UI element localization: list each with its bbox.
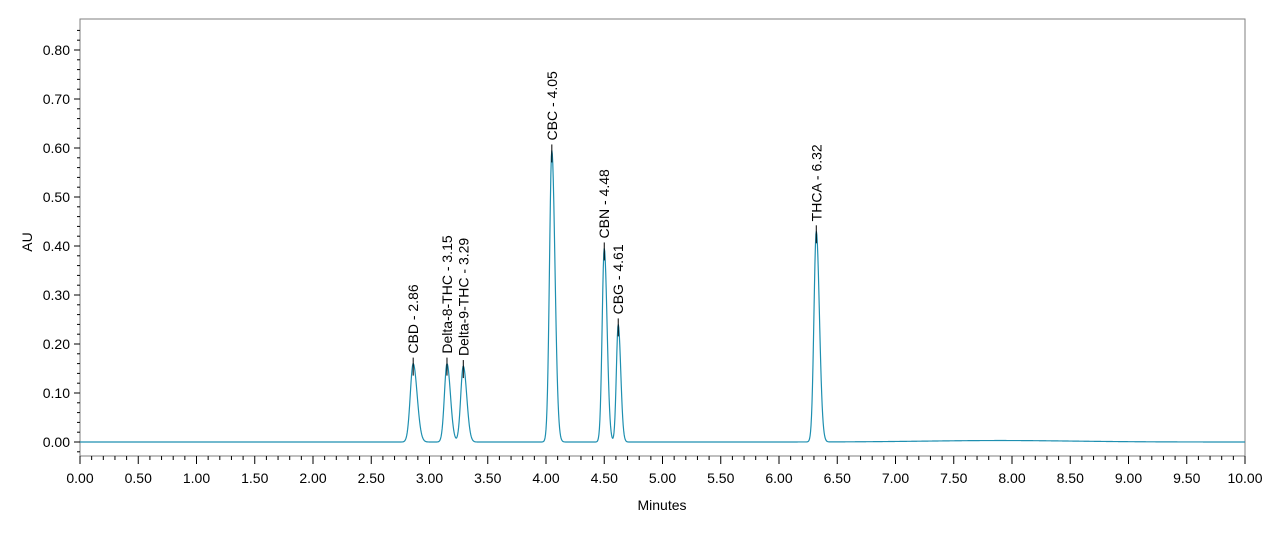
x-tick-label: 0.00: [66, 470, 93, 486]
x-axis: 0.00 0.50 1.00 1.50 2.00 2.50 3.00 3.50 4.00 4.50…: [66, 456, 1263, 486]
peak-label: CBC - 4.05: [544, 71, 560, 140]
y-tick-label: 0.50: [43, 189, 70, 205]
y-tick-label: 0.70: [43, 91, 70, 107]
chromatogram-trace: [80, 150, 1245, 443]
x-tick-label: 1.50: [241, 470, 268, 486]
x-tick-label: 8.00: [998, 470, 1025, 486]
peak-label: Delta-8-THC - 3.15: [439, 235, 455, 353]
x-tick-label: 9.00: [1115, 470, 1142, 486]
x-tick-label: 6.50: [824, 470, 851, 486]
x-tick-label: 1.00: [183, 470, 210, 486]
x-tick-label: 9.50: [1173, 470, 1200, 486]
x-axis-title: Minutes: [637, 497, 686, 513]
x-tick-label: 10.00: [1227, 470, 1262, 486]
x-tick-label: 4.00: [532, 470, 559, 486]
y-tick-label: 0.30: [43, 287, 70, 303]
x-tick-label: 7.50: [940, 470, 967, 486]
x-tick-label: 4.50: [591, 470, 618, 486]
peak-label: Delta-9-THC - 3.29: [455, 238, 471, 356]
peak-label: CBG - 4.61: [610, 244, 626, 314]
y-tick-label: 0.00: [43, 434, 70, 450]
y-tick-label: 0.60: [43, 140, 70, 156]
peak-label: CBN - 4.48: [596, 169, 612, 238]
x-tick-label: 0.50: [125, 470, 152, 486]
x-tick-label: 3.50: [474, 470, 501, 486]
x-tick-label: 2.50: [358, 470, 385, 486]
x-tick-label: 6.00: [765, 470, 792, 486]
y-tick-label: 0.10: [43, 385, 70, 401]
x-tick-label: 8.50: [1057, 470, 1084, 486]
y-axis-title: AU: [19, 232, 35, 251]
y-tick-label: 0.20: [43, 336, 70, 352]
y-axis: 0.00 0.10 0.20 0.30 0.40 0.50 0.60 0.70 0.80: [43, 29, 80, 453]
y-tick-label: 0.40: [43, 238, 70, 254]
x-tick-label: 2.00: [299, 470, 326, 486]
peak-labels: CBD - 2.86 Delta-8-THC - 3.15 Delta-9-THC …: [405, 71, 824, 379]
peak-label: CBD - 2.86: [405, 284, 421, 353]
x-tick-label: 7.00: [882, 470, 909, 486]
x-tick-label: 5.50: [707, 470, 734, 486]
x-tick-label: 3.00: [416, 470, 443, 486]
peak-label: THCA - 6.32: [808, 144, 824, 221]
y-tick-label: 0.80: [43, 42, 70, 58]
plot-frame: [79, 18, 1246, 457]
x-tick-label: 5.00: [649, 470, 676, 486]
